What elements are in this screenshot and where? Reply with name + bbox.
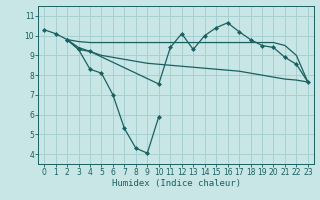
X-axis label: Humidex (Indice chaleur): Humidex (Indice chaleur) [111, 179, 241, 188]
